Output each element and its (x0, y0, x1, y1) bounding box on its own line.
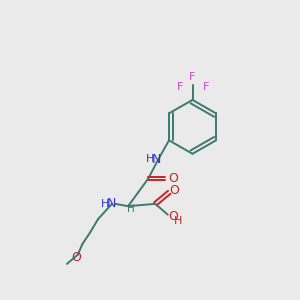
Text: N: N (152, 153, 161, 166)
Text: F: F (189, 72, 196, 82)
Text: F: F (203, 82, 210, 92)
Text: H: H (128, 204, 135, 214)
Text: O: O (168, 172, 178, 185)
Text: O: O (168, 210, 178, 223)
Text: O: O (71, 251, 81, 264)
Text: N: N (107, 197, 117, 210)
Text: F: F (177, 82, 183, 92)
Text: O: O (170, 184, 180, 197)
Text: H: H (146, 154, 154, 164)
Text: H: H (101, 199, 109, 209)
Text: H: H (174, 216, 183, 226)
